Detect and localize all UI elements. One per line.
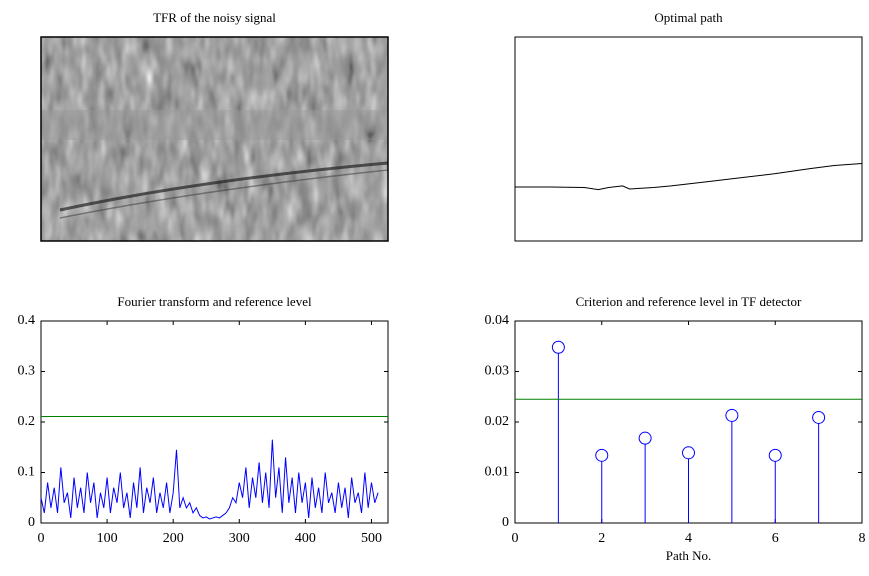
x-tick-label: 100 [97,531,118,546]
y-tick-label: 0 [502,515,509,530]
axes-box [40,36,389,242]
axes-box [40,320,389,524]
chart-title: Fourier transform and reference level [117,294,312,309]
x-tick-label: 200 [163,531,184,546]
chart-title: Criterion and reference level in TF dete… [576,294,802,309]
stem-marker [595,448,609,462]
y-tick-label: 0.03 [485,364,510,379]
stem-marker [812,410,826,424]
x-tick-label: 400 [295,531,316,546]
stem-marker [551,340,565,354]
y-tick-label: 0 [28,515,35,530]
y-tick-label: 0.01 [485,465,510,480]
image-noise [41,37,388,241]
x-tick-label: 6 [772,531,779,546]
axes-box [514,36,863,242]
stem-marker [768,448,782,462]
y-tick-label: 0.02 [485,414,510,429]
x-tick-label: 4 [685,531,692,546]
x-tick-label: 500 [361,531,382,546]
x-axis-label: Path No. [666,548,712,563]
image-chirp [59,161,388,212]
y-tick-label: 0.3 [18,364,36,379]
image-chirp [59,169,388,219]
stem-marker [638,431,652,445]
chart-title: TFR of the noisy signal [153,10,276,25]
image-band [41,110,388,140]
data-line [40,439,379,520]
y-tick-label: 0.2 [18,414,36,429]
y-tick-label: 0.1 [18,465,36,480]
data-line [515,162,863,191]
x-tick-label: 300 [229,531,250,546]
y-tick-label: 0.04 [485,313,510,328]
x-tick-label: 2 [598,531,605,546]
chart-title: Optimal path [654,10,723,25]
x-tick-label: 0 [38,531,45,546]
stem-marker [682,446,695,460]
tfr-image [41,37,388,241]
y-tick-label: 0.4 [18,313,36,328]
x-tick-label: 8 [859,531,866,546]
stem-marker [725,408,739,422]
x-tick-label: 0 [512,531,519,546]
